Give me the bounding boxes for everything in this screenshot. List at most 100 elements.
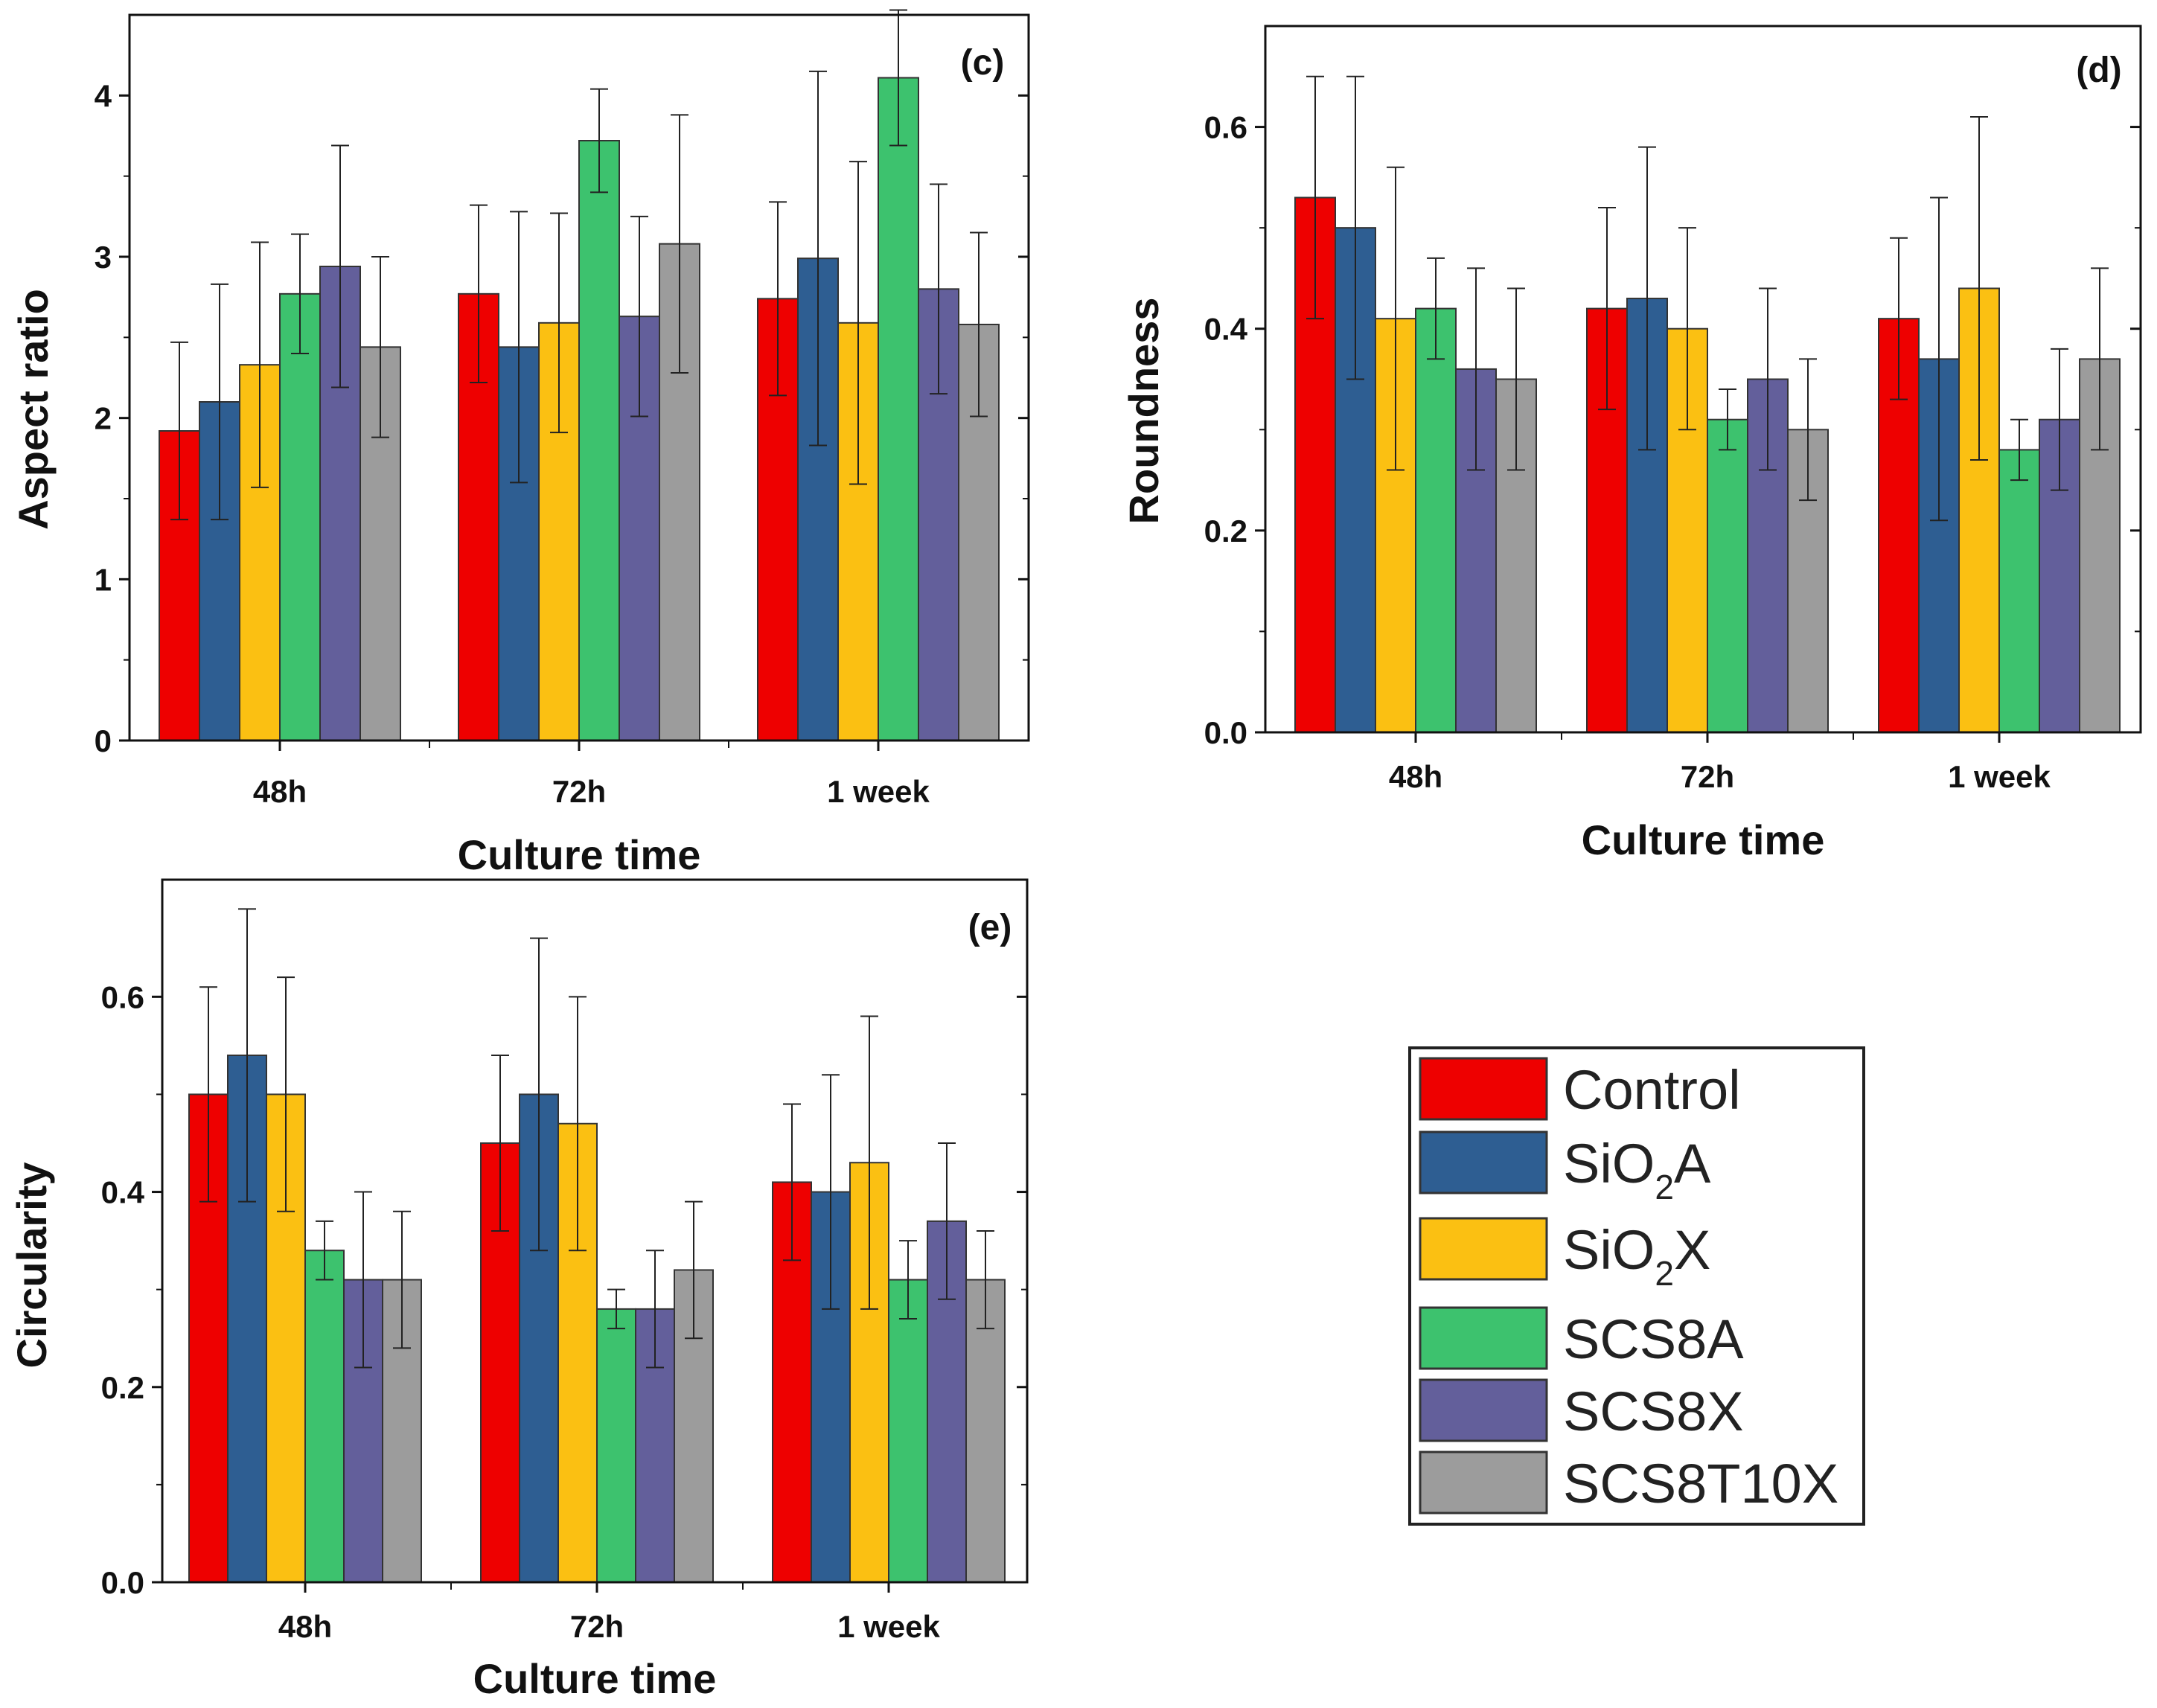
error-bar-c-scs8a-72h — [590, 88, 608, 193]
error-bar-c-sio2x-72h — [550, 212, 568, 434]
error-bar-e-scs8t10x-72h — [685, 1200, 703, 1340]
error-bar-e-sio2a-1-week — [822, 1074, 840, 1310]
error-bar-c-scs8t10x-72h — [671, 114, 688, 374]
error-bar-e-sio2x-48h — [277, 976, 295, 1212]
chart-panel-c: 0 1 2 3 4 48h 72h 1 week Culture time Aspect rati… — [10, 9, 1030, 878]
legend-swatch-control — [1419, 1057, 1548, 1121]
legend-swatch-scs8t10x — [1419, 1450, 1548, 1515]
error-bar-d-scs8a-72h — [1719, 388, 1736, 451]
y-tick-label-d: 0.4 — [1204, 312, 1248, 347]
error-bar-d-sio2x-48h — [1387, 166, 1405, 471]
error-bar-c-scs8t10x-48h — [371, 256, 389, 438]
x-tick-label-c-1-week: 1 week — [827, 774, 930, 809]
x-tick-label-e-72h: 72h — [570, 1609, 624, 1644]
error-bar-c-sio2a-1-week — [809, 70, 827, 447]
error-bar-c-scs8a-1-week — [889, 9, 907, 147]
panel-label-c: (c) — [961, 43, 1005, 83]
legend-label-sio2x: SiO2X — [1563, 1219, 1710, 1293]
y-tick-label-c: 0 — [95, 723, 112, 758]
y-tick-label-e: 0.0 — [101, 1565, 144, 1600]
legend: Control SiO2A SiO2X SCS8A SCS8X SCS8T10X — [1408, 1046, 1865, 1526]
error-bar-d-scs8a-48h — [1427, 257, 1445, 360]
error-bar-d-control-72h — [1598, 207, 1616, 411]
legend-label-scs8x: SCS8X — [1563, 1381, 1744, 1442]
error-bar-d-sio2a-48h — [1346, 75, 1364, 380]
panel-label-d: (d) — [2076, 51, 2121, 90]
legend-swatch-sio2a — [1419, 1130, 1548, 1194]
x-axis-title-c: Culture time — [458, 831, 701, 878]
legend-box — [1408, 1046, 1865, 1526]
error-bar-d-sio2x-1-week — [1970, 116, 1988, 461]
x-tick-label-d-1-week: 1 week — [1948, 759, 2051, 794]
y-axis-title-c: Aspect ratio — [10, 289, 57, 530]
x-tick-label-c-72h: 72h — [552, 774, 606, 809]
x-tick-label-d-48h: 48h — [1389, 759, 1442, 794]
error-bar-c-sio2a-72h — [510, 211, 528, 484]
error-bar-c-scs8x-48h — [331, 144, 349, 388]
error-bar-d-scs8x-48h — [1467, 267, 1485, 471]
chart-panel-e: 0.0 0.2 0.4 0.6 48h 72h 1 week Culture time Circ… — [8, 878, 1029, 1702]
plot-frame-e — [161, 878, 1029, 1584]
legend-label-sio2a: SiO2A — [1563, 1133, 1711, 1206]
error-bar-e-scs8a-1-week — [899, 1240, 917, 1320]
plot-frame-d — [1264, 25, 2142, 734]
error-bar-e-control-48h — [199, 986, 217, 1203]
legend-label-scs8t10x: SCS8T10X — [1563, 1453, 1838, 1515]
bar-e-scs8a-72h — [596, 1308, 636, 1584]
y-tick-label-c: 3 — [95, 240, 112, 275]
error-bar-e-sio2x-72h — [569, 996, 587, 1252]
y-tick-label-c: 4 — [95, 78, 112, 113]
bar-e-scs8a-48h — [304, 1250, 345, 1583]
y-tick-label-c: 1 — [95, 562, 112, 597]
y-axis-title-d: Roundness — [1120, 298, 1167, 525]
error-bar-d-scs8t10x-72h — [1799, 358, 1817, 502]
y-tick-label-d: 0.0 — [1204, 715, 1247, 750]
error-bar-e-scs8a-72h — [607, 1288, 625, 1330]
error-bar-c-control-48h — [170, 341, 188, 521]
error-bar-e-scs8t10x-48h — [393, 1210, 411, 1349]
y-tick-label-e: 0.6 — [101, 979, 144, 1014]
x-tick-label-c-48h: 48h — [253, 774, 307, 809]
error-bar-e-scs8t10x-1-week — [977, 1230, 994, 1330]
error-bar-e-scs8a-48h — [316, 1220, 333, 1281]
error-bar-c-scs8x-72h — [630, 215, 648, 418]
error-bar-d-sio2a-1-week — [1930, 196, 1948, 522]
y-tick-label-d: 0.6 — [1204, 110, 1247, 145]
error-bar-d-control-1-week — [1890, 237, 1908, 400]
error-bar-d-sio2x-72h — [1678, 227, 1696, 431]
error-bar-e-sio2a-48h — [238, 908, 256, 1203]
legend-swatch-scs8x — [1419, 1378, 1548, 1442]
error-bar-c-sio2a-48h — [211, 283, 229, 521]
bar-c-scs8a-1-week — [878, 77, 919, 741]
legend-label-scs8a: SCS8A — [1563, 1308, 1744, 1370]
error-bar-c-control-1-week — [769, 201, 787, 397]
error-bar-d-scs8t10x-1-week — [2091, 267, 2109, 451]
error-bar-c-scs8x-1-week — [930, 183, 948, 395]
error-bar-e-control-72h — [491, 1055, 509, 1232]
bar-d-scs8a-48h — [1415, 307, 1457, 734]
legend-swatch-scs8a — [1419, 1306, 1548, 1370]
y-tick-label-c: 2 — [95, 401, 112, 436]
error-bar-d-scs8x-1-week — [2051, 348, 2068, 491]
error-bar-c-sio2x-1-week — [849, 161, 867, 485]
bar-d-scs8a-1-week — [1998, 449, 2040, 734]
x-tick-label-e-48h: 48h — [278, 1609, 332, 1644]
error-bar-d-control-48h — [1306, 75, 1324, 320]
legend-label-control: Control — [1563, 1059, 1741, 1121]
error-bar-d-scs8x-72h — [1759, 287, 1777, 471]
error-bar-c-scs8t10x-1-week — [970, 231, 988, 418]
y-tick-label-d: 0.2 — [1204, 514, 1247, 548]
bar-c-scs8a-72h — [578, 140, 620, 741]
error-bar-c-sio2x-48h — [251, 241, 269, 488]
error-bar-e-scs8x-1-week — [938, 1142, 956, 1300]
error-bar-c-control-72h — [470, 204, 488, 383]
y-tick-label-e: 0.2 — [101, 1370, 144, 1405]
error-bar-e-sio2a-72h — [530, 937, 548, 1252]
y-tick-label-e: 0.4 — [101, 1175, 145, 1210]
x-axis-title-e: Culture time — [473, 1655, 717, 1702]
x-tick-label-e-1-week: 1 week — [837, 1609, 940, 1644]
error-bar-c-scs8a-48h — [291, 233, 309, 354]
error-bar-d-scs8a-1-week — [2010, 418, 2028, 482]
error-bar-e-scs8x-48h — [354, 1191, 372, 1369]
